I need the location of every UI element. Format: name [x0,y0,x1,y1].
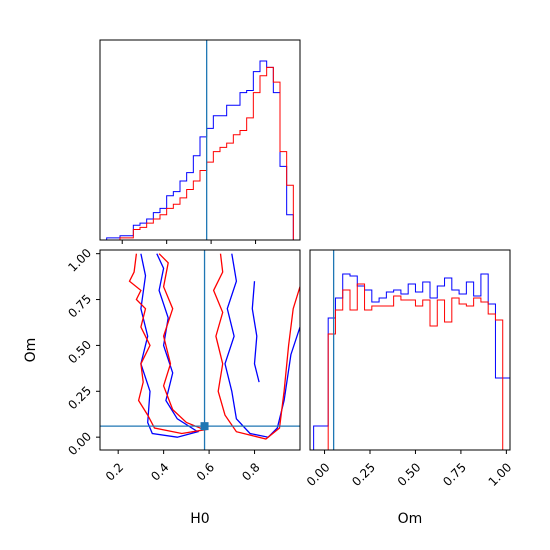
contour-xtick-label-2: 0.6 [194,460,217,483]
om-histogram-panel: 0.00 0.25 0.50 0.75 1.00 Om [304,249,515,527]
contour-series-1-line-1 [212,253,300,440]
contour-xtick-label-1: 0.4 [148,460,171,483]
om-xtick-label-0: 0.00 [304,460,333,489]
h0-hist-frame [99,39,301,241]
om-xlabel: Om [398,511,423,527]
contour-series-0-line-0 [140,253,200,438]
contour-series-0-line-1 [224,253,300,438]
h0-om-contour-panel: 0.2 0.4 0.6 0.8 0.00 0.25 0.50 0.75 1.00 H0 Om [23,246,301,527]
contour-ytick-label-1: 0.25 [65,384,94,413]
om-hist-series-0 [313,273,510,450]
contour-ytick-label-4: 1.00 [65,246,94,275]
om-xtick-label-2: 0.50 [395,460,424,489]
contour-series-1-line-0 [128,253,207,435]
contour-xlabel: H0 [190,511,209,527]
om-hist-series-1 [313,283,510,450]
om-hist-layer [313,273,510,450]
om-hist-frame [309,249,511,451]
contour-ylabel: Om [23,338,39,363]
contour-xtick-label-0: 0.2 [103,460,126,483]
contour-layer [128,253,300,440]
contour-xtick-label-3: 0.8 [239,460,262,483]
om-xtick-label-1: 0.25 [349,460,378,489]
contour-frame [99,249,301,451]
om-xtick-label-3: 0.75 [440,460,469,489]
contour-series-0-line-2 [251,281,260,383]
contour-ytick-label-3: 0.75 [65,292,94,321]
h0-hist-series-0 [100,60,300,241]
contour-truth-marker [200,422,209,431]
om-xtick-label-4: 1.00 [486,460,515,489]
contour-ytick-label-2: 0.50 [65,338,94,367]
contour-ytick-label-0: 0.00 [65,429,94,458]
h0-histogram-panel [99,39,301,244]
